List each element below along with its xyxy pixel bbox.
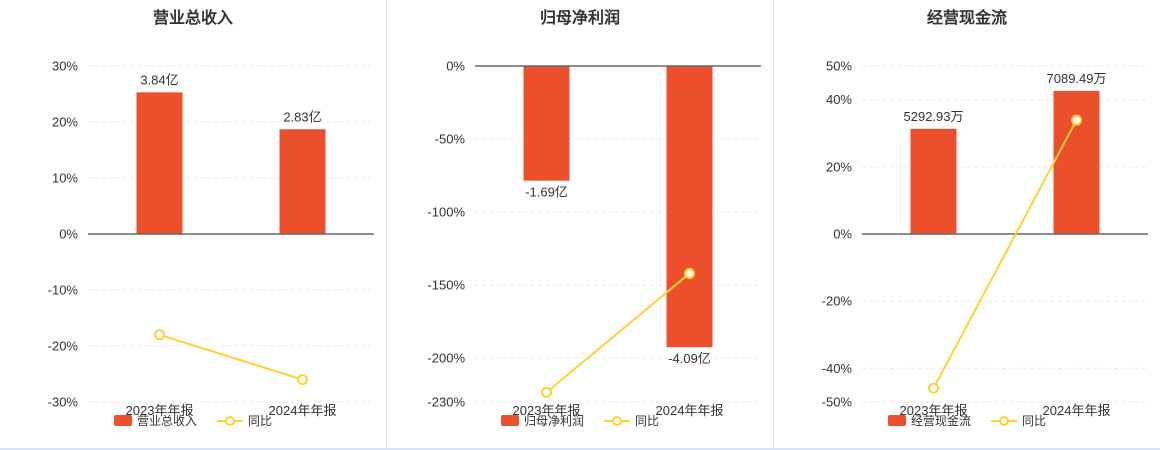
y-tick-label: -20% bbox=[48, 339, 79, 354]
panel-net-profit: 归母净利润 0% -50% -100% -150% -200% -230% -1.69亿 -4… bbox=[386, 0, 774, 448]
net-profit-chart-title: 归母净利润 bbox=[539, 10, 620, 27]
line-marker-icon bbox=[225, 415, 235, 426]
legend-item-net-profit-yoy[interactable]: 同比 bbox=[604, 412, 659, 429]
y-tick-label: 20% bbox=[52, 115, 78, 130]
net-profit-chart: 0% -50% -100% -150% -200% -230% -1.69亿 -4.09亿 20… bbox=[427, 59, 761, 418]
legend-label-yoy: 同比 bbox=[635, 414, 660, 428]
net-profit-legend: 归母净利润 同比 bbox=[387, 412, 773, 429]
yoy-line-marker-2024年年报[interactable] bbox=[684, 267, 695, 279]
x-category-label: 2023年年报 bbox=[513, 403, 581, 418]
bar-2024年年报[interactable] bbox=[1053, 90, 1100, 234]
bar-value-label: 3.84亿 bbox=[140, 72, 178, 87]
legend-label-yoy: 同比 bbox=[1022, 414, 1047, 428]
y-tick-label: 30% bbox=[52, 59, 78, 74]
yoy-line-marker-2023年年报[interactable] bbox=[928, 382, 939, 394]
x-category-label: 2024年年报 bbox=[656, 403, 724, 418]
bar-2023年年报[interactable] bbox=[136, 92, 183, 234]
legend-label-yoy: 同比 bbox=[248, 414, 273, 428]
bar-2023年年报[interactable] bbox=[910, 128, 957, 234]
cash-flow-legend: 经营现金流 同比 bbox=[774, 412, 1160, 429]
bar-value-label: 5292.93万 bbox=[904, 109, 964, 124]
y-tick-label: -10% bbox=[48, 283, 79, 298]
revenue-legend: 营业总收入 同比 bbox=[0, 412, 386, 429]
y-tick-label: 10% bbox=[52, 171, 78, 186]
bar-2024年年报[interactable] bbox=[279, 129, 326, 234]
revenue-chart: 30% 20% 10% 0% -10% -20% -30% 3.84亿 2.83亿 2023年年报… bbox=[48, 59, 374, 418]
bar-value-label: -4.09亿 bbox=[668, 351, 711, 366]
y-tick-label: 40% bbox=[826, 92, 852, 107]
y-tick-label: -200% bbox=[427, 351, 465, 366]
yoy-line-marker-2023年年报[interactable] bbox=[154, 329, 165, 341]
legend-item-cash-flow-bar[interactable]: 经营现金流 bbox=[887, 412, 971, 429]
y-tick-label: -30% bbox=[48, 395, 79, 410]
line-swatch-icon bbox=[991, 415, 1017, 426]
y-tick-label: -20% bbox=[822, 294, 853, 309]
bar-swatch-icon bbox=[113, 415, 132, 426]
bar-value-label: -1.69亿 bbox=[525, 185, 568, 200]
line-swatch-icon bbox=[217, 415, 243, 426]
legend-label-cash-flow: 经营现金流 bbox=[910, 414, 971, 428]
bar-swatch-icon bbox=[500, 415, 519, 426]
legend-label-revenue: 营业总收入 bbox=[136, 414, 197, 428]
yoy-line-marker-2024年年报[interactable] bbox=[1071, 114, 1082, 126]
yoy-line-marker-2024年年报[interactable] bbox=[297, 374, 308, 386]
revenue-chart-title: 营业总收入 bbox=[152, 10, 233, 27]
legend-item-cash-flow-yoy[interactable]: 同比 bbox=[991, 412, 1046, 429]
y-tick-label: -40% bbox=[822, 361, 853, 376]
y-tick-label: 0% bbox=[833, 227, 852, 242]
yoy-trend-line bbox=[159, 333, 303, 381]
panel-cash-flow: 经营现金流 50% 40% 20% 0% -20% -40% -50% 5292.93万 708… bbox=[774, 0, 1160, 448]
panel-revenue: 营业总收入 30% 20% 10% 0% -10% -20% -30% 3.84亿 2.83亿 2… bbox=[0, 0, 386, 448]
line-marker-icon bbox=[612, 415, 622, 426]
bar-2023年年报[interactable] bbox=[523, 66, 570, 181]
legend-label-net-profit: 归母净利润 bbox=[523, 414, 584, 428]
y-tick-label: -100% bbox=[427, 205, 465, 220]
cash-flow-chart: 50% 40% 20% 0% -20% -40% -50% 5292.93万 7089.49万 2… bbox=[822, 59, 1148, 418]
x-category-label: 2024年年报 bbox=[269, 403, 337, 418]
line-marker-icon bbox=[999, 415, 1009, 426]
cash-flow-chart-title: 经营现金流 bbox=[926, 10, 1007, 27]
y-tick-label: -230% bbox=[427, 395, 465, 410]
yoy-trend-line bbox=[932, 119, 1078, 389]
y-tick-label: 50% bbox=[826, 59, 852, 74]
legend-item-revenue-yoy[interactable]: 同比 bbox=[217, 412, 272, 429]
y-tick-label: 20% bbox=[826, 159, 852, 174]
legend-item-net-profit-bar[interactable]: 归母净利润 bbox=[500, 412, 584, 429]
y-tick-label: -50% bbox=[822, 395, 853, 410]
yoy-line-marker-2023年年报[interactable] bbox=[541, 386, 552, 398]
y-tick-label: -50% bbox=[435, 132, 466, 147]
y-tick-label: -150% bbox=[427, 278, 465, 293]
bar-swatch-icon bbox=[887, 415, 906, 426]
x-category-label: 2023年年报 bbox=[126, 403, 194, 418]
legend-item-revenue-bar[interactable]: 营业总收入 bbox=[113, 412, 197, 429]
y-tick-label: 0% bbox=[446, 59, 465, 74]
bar-value-label: 7089.49万 bbox=[1047, 71, 1107, 86]
yoy-trend-line bbox=[545, 272, 691, 394]
bar-value-label: 2.83亿 bbox=[283, 109, 321, 124]
x-category-label: 2024年年报 bbox=[1043, 403, 1111, 418]
line-swatch-icon bbox=[604, 415, 630, 426]
y-tick-label: 0% bbox=[59, 227, 78, 242]
bar-2024年年报[interactable] bbox=[666, 66, 713, 348]
x-category-label: 2023年年报 bbox=[900, 403, 968, 418]
